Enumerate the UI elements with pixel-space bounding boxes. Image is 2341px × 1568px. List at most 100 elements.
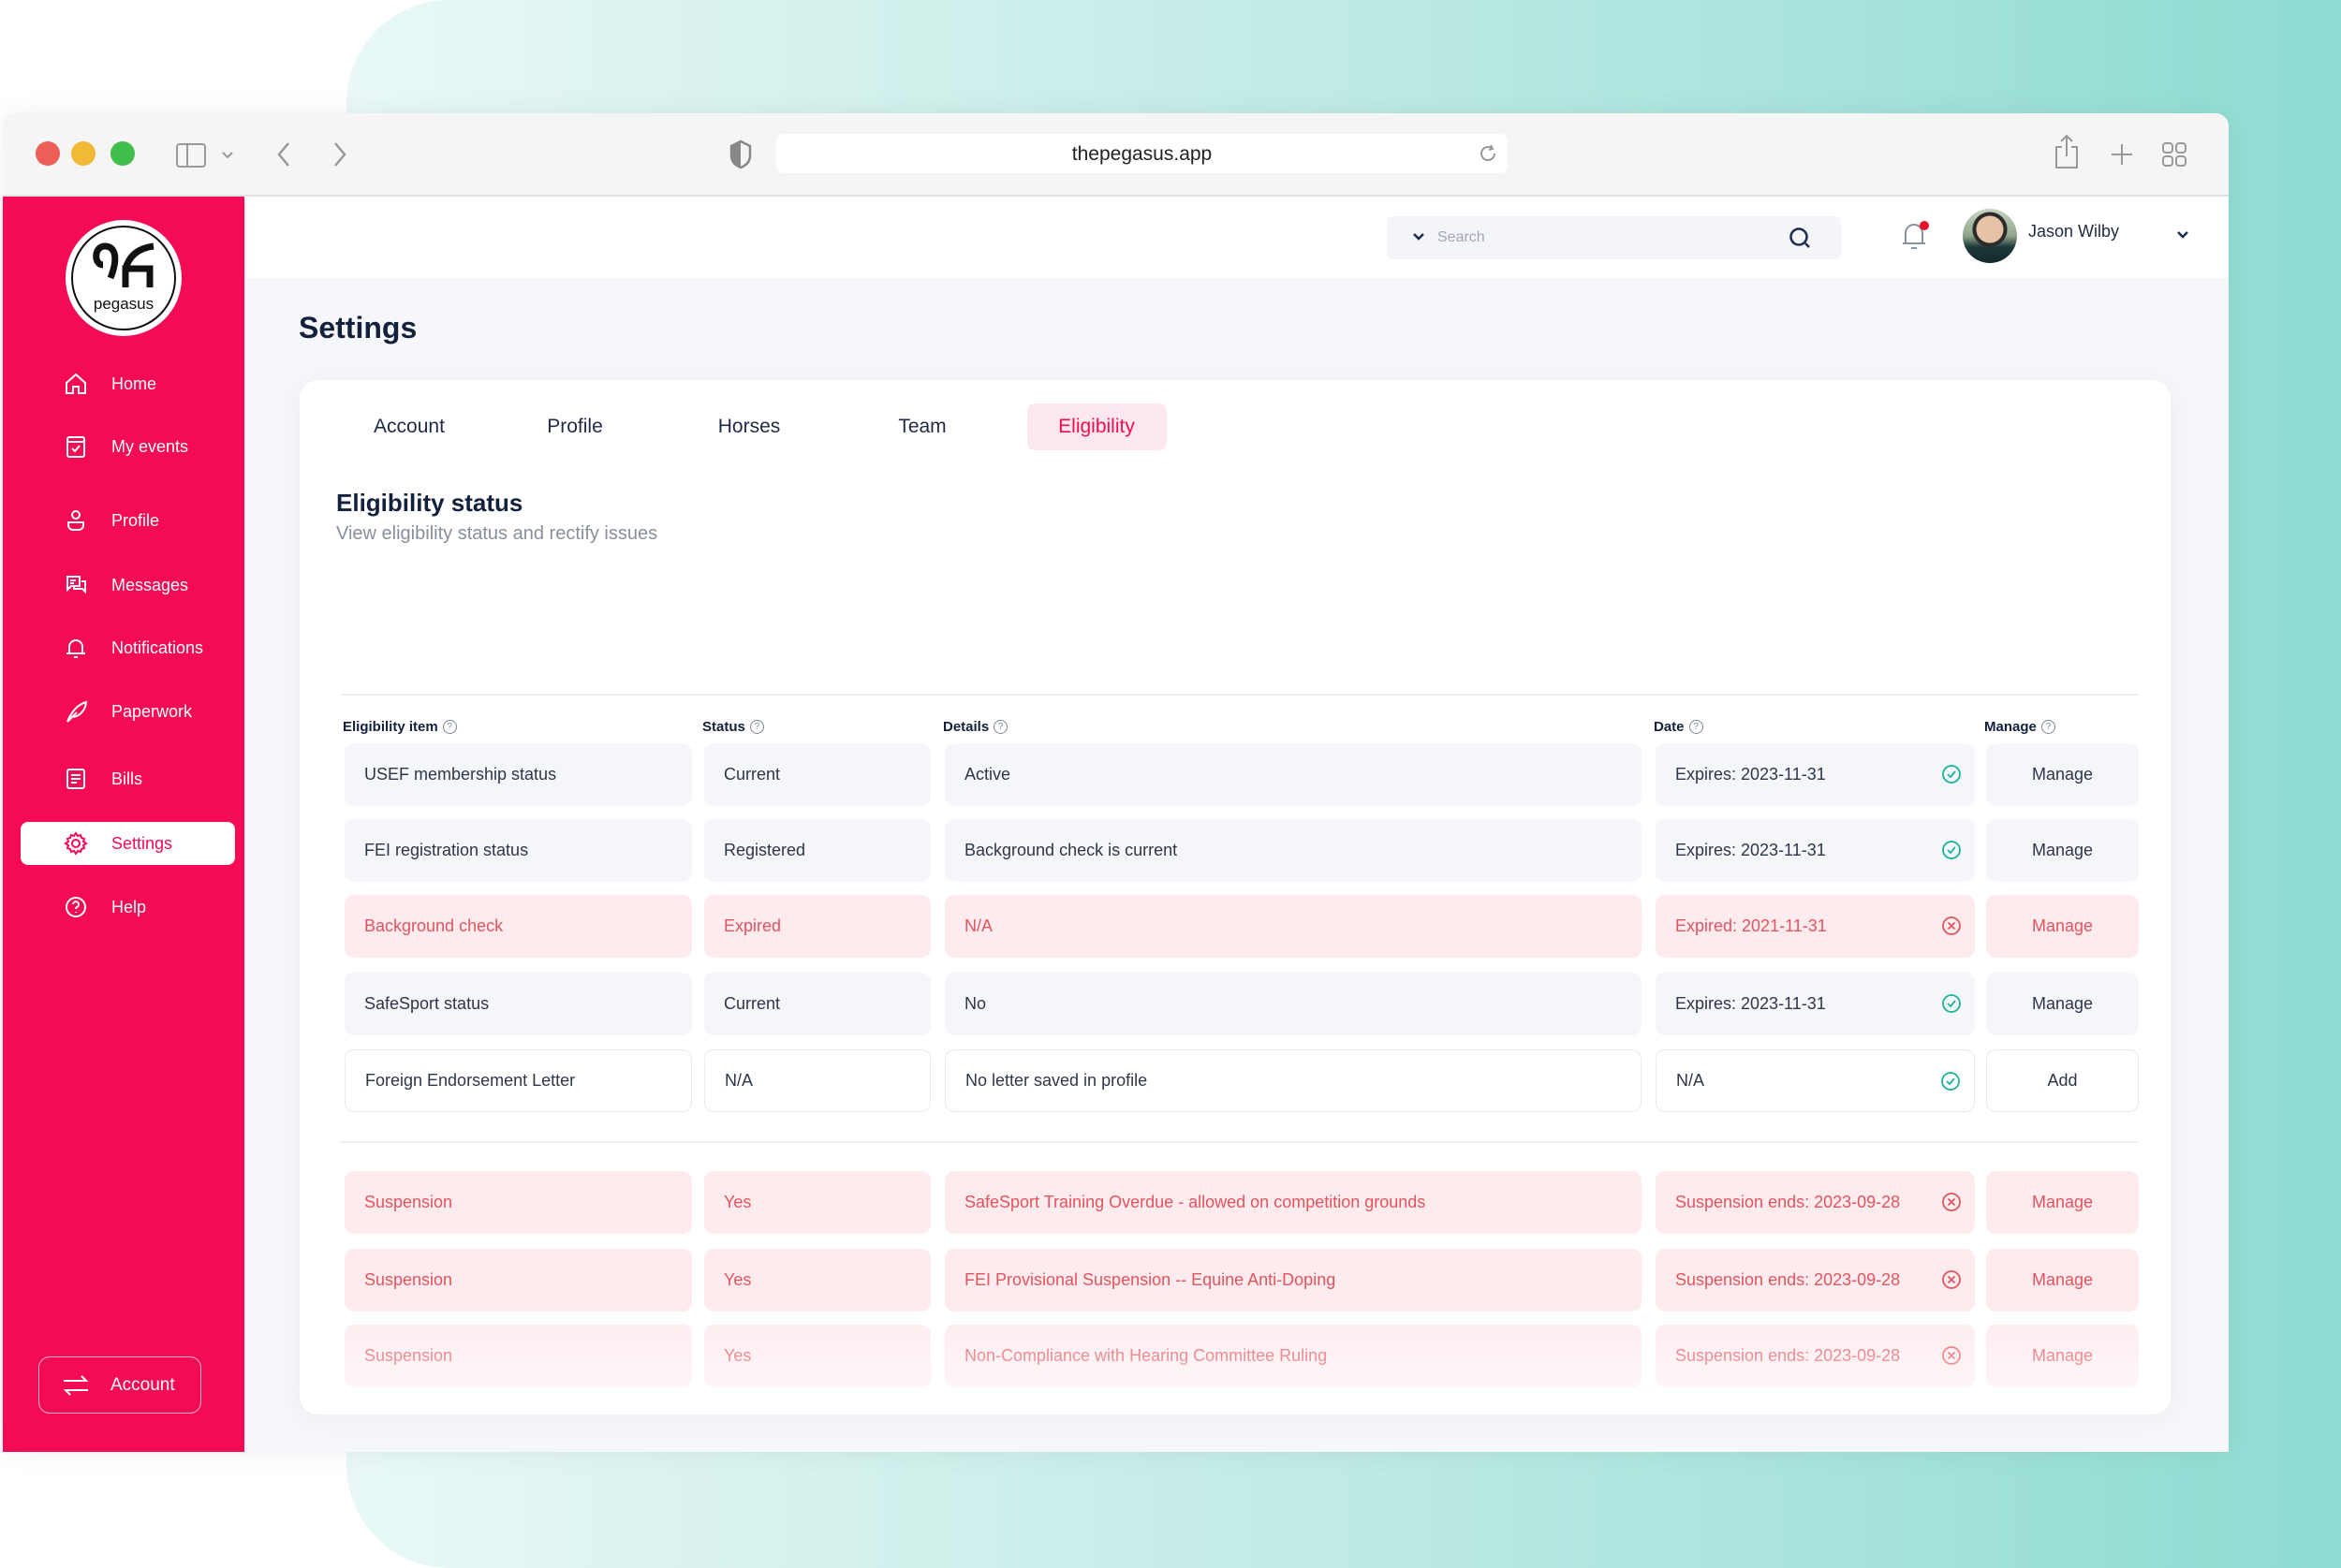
cell-text: Manage [2031,841,2094,859]
cell-text: Current [724,994,781,1013]
cell-text: Foreign Endorsement Letter [365,1071,576,1090]
sidebar-item-label: Bills [111,769,143,788]
column-header-label: Details [943,719,990,735]
manage-button[interactable]: Manage [1986,895,2139,958]
chevron-down-icon[interactable] [221,151,234,160]
back-icon[interactable] [276,141,291,168]
help-tooltip-icon[interactable]: ? [994,720,1009,734]
cell-text: Manage [2031,1270,2094,1289]
search-placeholder: Search [1437,229,1485,245]
status-ok-check-icon [1942,994,1961,1013]
column-header-date: Date? [1654,719,1703,735]
sidebar-item-help[interactable]: Help [21,886,235,929]
privacy-shield-icon[interactable] [729,139,753,169]
cell-text: Suspension ends: 2023-09-28 [1675,1193,1901,1211]
cell-text: Expires: 2023-11-31 [1675,765,1826,784]
maximize-window-button[interactable] [110,141,135,166]
cell-text: N/A [725,1071,754,1090]
cell-text: Add [2047,1071,2078,1090]
search-icon[interactable] [1789,227,1813,251]
cell-text: SafeSport status [364,994,490,1013]
cell-text: Expired [724,916,782,935]
column-header-eligibility-item: Eligibility item? [343,719,457,735]
sidebar-item-label: Help [111,897,147,916]
status-error-x-icon [1942,1193,1961,1211]
sidebar-item-messages[interactable]: Messages [21,564,235,607]
tab-eligibility[interactable]: Eligibility [1026,403,1167,450]
forward-icon[interactable] [332,141,347,168]
help-tooltip-icon[interactable]: ? [2040,720,2055,734]
close-window-button[interactable] [36,141,60,166]
swap-arrows-icon [63,1374,89,1396]
tab-account[interactable]: Account [374,416,445,437]
help-tooltip-icon[interactable]: ? [749,720,764,734]
column-header-label: Date [1654,719,1685,735]
manage-button[interactable]: Manage [1986,743,2139,806]
user-avatar[interactable] [1963,209,2017,263]
manage-button[interactable]: Manage [1986,1249,2139,1312]
manage-button[interactable]: Manage [1986,1171,2139,1234]
manage-button[interactable]: Manage [1986,973,2139,1035]
column-header-status: Status? [702,719,764,735]
page-title: Settings [299,311,418,344]
cell-item: Suspension [345,1171,692,1234]
sidebar-item-my-events[interactable]: My events [21,425,235,468]
sidebar-item-label: Messages [111,575,189,594]
search-scope-chevron-icon[interactable] [1413,233,1424,242]
cell-text: No letter saved in profile [965,1071,1148,1090]
sidebar-item-notifications[interactable]: Notifications [21,626,235,669]
bell-icon [66,639,85,658]
reload-icon[interactable] [1478,143,1498,164]
search-input[interactable]: Search [1387,216,1841,259]
cell-text: N/A [964,916,994,935]
cell-status: Yes [704,1171,931,1234]
tab-overview-icon[interactable] [2161,141,2187,168]
status-error-x-icon [1942,1270,1961,1289]
browser-window: thepegasus.app pegasus Home My events Prof… [3,113,2229,1452]
minimize-window-button[interactable] [71,141,96,166]
share-icon[interactable] [2054,134,2080,169]
column-header-label: Manage [1984,719,2037,735]
cell-item: SafeSport status [345,973,692,1035]
sidebar-item-paperwork[interactable]: Paperwork [21,690,235,733]
sidebar-item-settings[interactable]: Settings [21,822,235,865]
cell-date: Suspension ends: 2023-09-28 [1656,1249,1975,1312]
sidebar-item-profile[interactable]: Profile [21,499,235,542]
tab-team[interactable]: Team [898,416,947,437]
cell-date: N/A [1656,1049,1975,1112]
user-menu-chevron-icon[interactable] [2176,230,2189,240]
cell-text: Active [964,765,1011,784]
cell-text: FEI registration status [364,841,529,859]
cell-text: Suspension [364,1270,453,1289]
cell-text: Expires: 2023-11-31 [1675,841,1826,859]
column-header-details: Details? [943,719,1009,735]
help-tooltip-icon[interactable]: ? [442,720,457,734]
cell-text: Expires: 2023-11-31 [1675,994,1826,1013]
tab-horses[interactable]: Horses [717,416,781,437]
sidebar-item-home[interactable]: Home [21,362,235,405]
cell-text: Manage [2031,916,2094,935]
sidebar-item-bills[interactable]: Bills [21,757,235,800]
manage-button[interactable]: Manage [1986,819,2139,882]
switch-account-button[interactable]: Account [38,1356,201,1414]
sidebar-toggle-icon[interactable] [176,143,208,168]
status-ok-check-icon [1942,841,1961,859]
status-error-x-icon [1942,916,1961,935]
notifications-bell-icon[interactable] [1900,219,1932,253]
sidebar: pegasus Home My events Profile Messages Noti… [3,197,244,1452]
tab-profile[interactable]: Profile [547,416,603,437]
new-tab-icon[interactable] [2110,142,2134,167]
help-tooltip-icon[interactable]: ? [1688,720,1703,734]
add-button[interactable]: Add [1986,1049,2139,1112]
address-bar[interactable]: thepegasus.app [776,134,1508,173]
section-title: Eligibility status [336,489,523,517]
switch-account-label: Account [110,1374,175,1395]
help-icon [66,897,86,917]
cell-status: Current [704,973,931,1035]
cell-details: Active [945,743,1642,806]
settings-card: Account Profile Horses Team Eligibility Elig… [300,380,2171,1414]
cell-date: Expires: 2023-11-31 [1656,743,1975,806]
pegasus-logo[interactable]: pegasus [66,220,182,336]
cell-date: Expired: 2021-11-31 [1656,895,1975,958]
user-name[interactable]: Jason Wilby [2028,222,2120,241]
